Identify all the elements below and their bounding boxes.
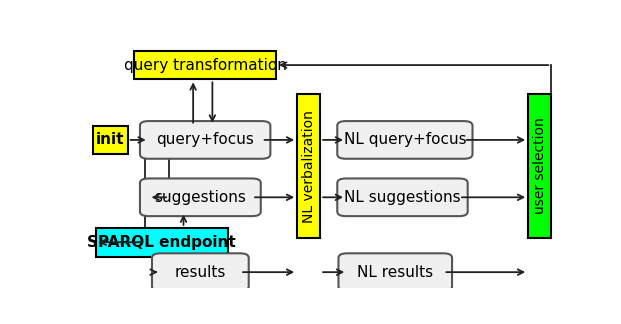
Text: NL query+focus: NL query+focus [343,133,466,147]
FancyBboxPatch shape [140,121,270,159]
FancyBboxPatch shape [96,228,228,257]
Text: suggestions: suggestions [155,190,247,205]
Text: NL results: NL results [357,265,433,280]
Text: init: init [96,133,125,147]
FancyBboxPatch shape [337,179,468,216]
FancyBboxPatch shape [93,126,128,154]
Text: SPARQL endpoint: SPARQL endpoint [88,235,236,250]
FancyBboxPatch shape [338,253,452,291]
Text: NL suggestions: NL suggestions [344,190,461,205]
FancyBboxPatch shape [140,179,261,216]
FancyBboxPatch shape [337,121,473,159]
Text: query transformation: query transformation [124,58,287,73]
Text: results: results [175,265,226,280]
FancyBboxPatch shape [297,94,320,238]
FancyBboxPatch shape [134,51,276,79]
FancyBboxPatch shape [152,253,249,291]
Text: NL verbalization: NL verbalization [302,110,315,223]
Text: user selection: user selection [533,118,546,214]
Text: query+focus: query+focus [156,133,254,147]
FancyBboxPatch shape [528,94,551,238]
